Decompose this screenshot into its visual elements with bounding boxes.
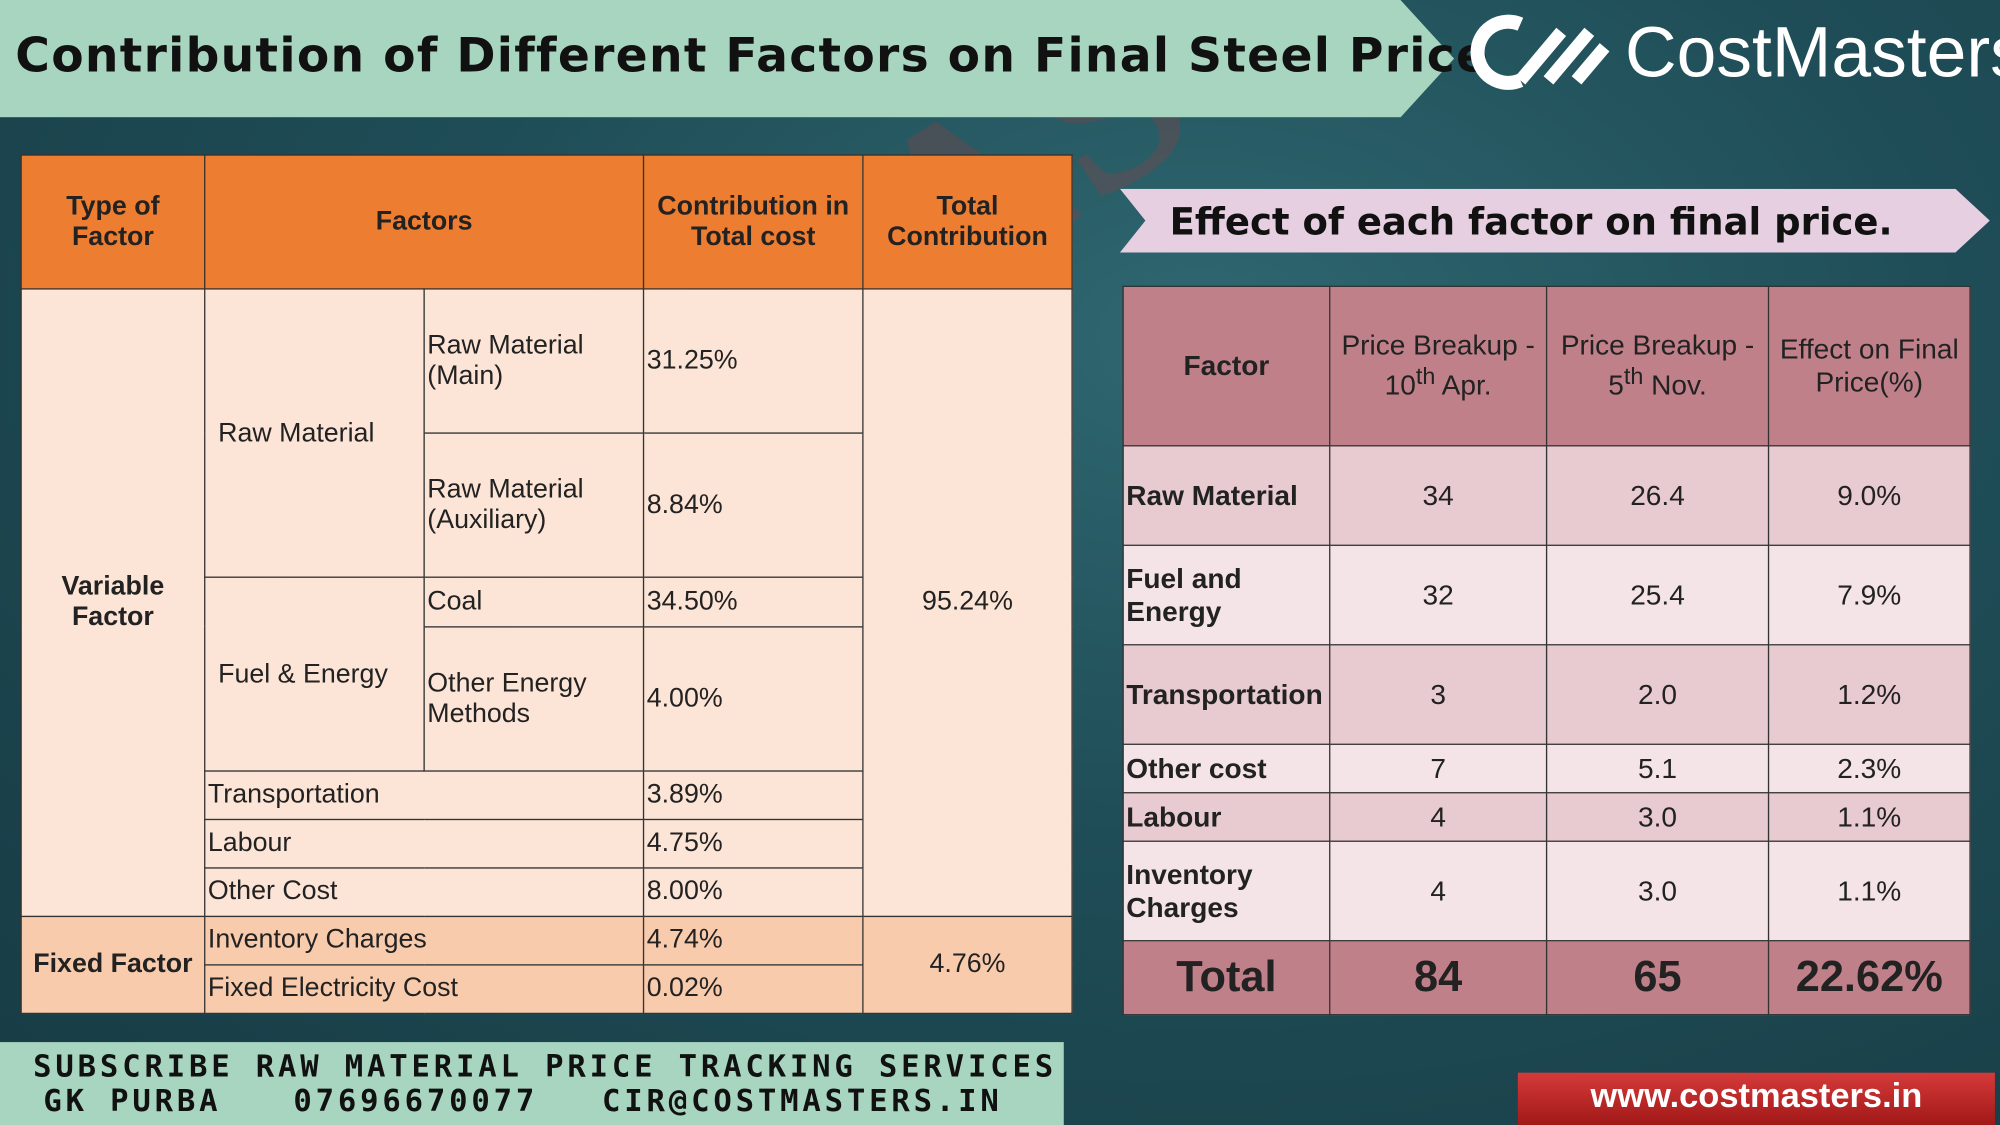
subtitle: Effect of each factor on final price. — [1169, 200, 1893, 244]
value-cell: 9.0% — [1767, 445, 1971, 546]
footer-text: SUBSCRIBE RAW MATERIAL PRICE TRACKING SE… — [33, 1048, 1057, 1085]
value-cell: 34.50% — [642, 577, 864, 627]
value-cell: 4.75% — [642, 818, 864, 869]
value-cell: 7 — [1329, 743, 1548, 794]
value-cell: 3.0 — [1545, 792, 1770, 842]
value-cell: 4.74% — [642, 915, 864, 966]
footer-text: GK PURBA — [43, 1082, 222, 1119]
footer-text: CIR@COSTMASTERS.IN — [602, 1082, 1003, 1119]
value-cell: 31.25% — [642, 288, 864, 435]
value-cell: 34 — [1329, 445, 1548, 546]
value-cell: 4 — [1329, 840, 1548, 942]
factor-cell: Inventory Charges — [204, 915, 645, 966]
factor-cell: Transportation — [204, 769, 645, 820]
url[interactable]: www.costmasters.in — [1590, 1076, 1923, 1115]
total-cell: 4.76% — [862, 915, 1073, 1015]
factor-cell: Other Energy Methods — [423, 625, 645, 772]
value-cell: 2.0 — [1545, 644, 1770, 745]
value-cell: 1.1% — [1767, 840, 1971, 942]
table-row: Labour 4 3.0 1.1% — [1122, 792, 1971, 842]
value-cell: 26.4 — [1545, 445, 1770, 546]
header-text: Price Breakup - 10 — [1341, 329, 1535, 402]
total-cell: 95.24% — [862, 288, 1073, 917]
value-cell: 25.4 — [1545, 544, 1770, 646]
header-cell: Effect on Final Price(%) — [1767, 285, 1971, 447]
logo: CostMasters — [1469, 10, 2000, 93]
value-cell: 4.00% — [642, 625, 864, 772]
factor-cell: Fuel and Energy — [1122, 544, 1331, 646]
value-cell: 32 — [1329, 544, 1548, 646]
title: Contribution of Different Factors on Fin… — [15, 28, 1490, 83]
table-row: Inventory Charges 4 3.0 1.1% — [1122, 840, 1971, 942]
value-cell: 8.00% — [642, 867, 864, 917]
header-cell: Type of Factor — [20, 154, 206, 290]
total-cell: Total — [1122, 940, 1331, 1016]
footer-bar — [0, 1042, 1064, 1125]
factor-cell: Transportation — [1122, 644, 1331, 745]
total-cell: 65 — [1545, 940, 1770, 1016]
effect-table: Factor Price Breakup - 10th Apr. Price Bre… — [1122, 285, 1971, 1016]
header-text: Nov. — [1643, 369, 1707, 402]
group-cell: Fuel & Energy — [204, 577, 425, 772]
subtitle-banner — [1119, 188, 1990, 253]
value-cell: 4 — [1329, 792, 1548, 842]
footer-text: 07696670077 — [293, 1082, 539, 1119]
table-row: Raw Material 34 26.4 9.0% — [1122, 445, 1971, 546]
logo-icon — [1470, 14, 1610, 90]
value-cell: 3.0 — [1545, 840, 1770, 942]
table-row: Transportation 3 2.0 1.2% — [1122, 644, 1971, 745]
header-cell: Price Breakup - 10th Apr. — [1329, 285, 1548, 447]
value-cell: 7.9% — [1767, 544, 1971, 646]
factor-cell: Raw Material (Auxiliary) — [423, 432, 645, 579]
header-cell: Factors — [204, 154, 645, 290]
contribution-table: Type of Factor Factors Contribution in Tot… — [20, 154, 1073, 1015]
value-cell: 5.1 — [1545, 743, 1770, 794]
logo-text: CostMasters — [1624, 11, 2000, 92]
header-cell: Total Contribution — [862, 154, 1073, 290]
header-cell: Contribution in Total cost — [642, 154, 864, 290]
value-cell: 0.02% — [642, 964, 864, 1015]
url-banner — [1517, 1072, 1995, 1125]
title-bar — [0, 0, 1455, 118]
header-text: Price Breakup - 5 — [1560, 329, 1755, 402]
factor-cell: Labour — [204, 818, 645, 869]
total-cell: 22.62% — [1767, 940, 1971, 1016]
total-row: Total 84 65 22.62% — [1122, 940, 1971, 1016]
group-cell: Raw Material — [204, 288, 425, 579]
table-row: Fuel and Energy 32 25.4 7.9% — [1122, 544, 1971, 646]
factor-cell: Coal — [423, 577, 645, 627]
total-cell: 84 — [1329, 940, 1548, 1016]
factor-cell: Raw Material (Main) — [423, 288, 645, 435]
factor-cell: Fixed Electricity Cost — [204, 964, 645, 1015]
value-cell: 3.89% — [642, 769, 864, 820]
factor-cell: Inventory Charges — [1122, 840, 1331, 942]
header-sup: th — [1415, 362, 1436, 390]
table-row: Other cost 7 5.1 2.3% — [1122, 743, 1971, 794]
factor-cell: Labour — [1122, 792, 1331, 842]
header-sup: th — [1623, 362, 1644, 390]
value-cell: 8.84% — [642, 432, 864, 579]
header-text: Apr. — [1435, 369, 1492, 402]
type-cell: Variable Factor — [20, 288, 206, 917]
factor-cell: Raw Material — [1122, 445, 1331, 546]
header-cell: Factor — [1122, 285, 1331, 447]
header-cell: Price Breakup - 5th Nov. — [1545, 285, 1770, 447]
value-cell: 1.2% — [1767, 644, 1971, 745]
type-cell: Fixed Factor — [20, 915, 206, 1015]
value-cell: 1.1% — [1767, 792, 1971, 842]
value-cell: 2.3% — [1767, 743, 1971, 794]
factor-cell: Other cost — [1122, 743, 1331, 794]
factor-cell: Other Cost — [204, 867, 645, 917]
value-cell: 3 — [1329, 644, 1548, 745]
